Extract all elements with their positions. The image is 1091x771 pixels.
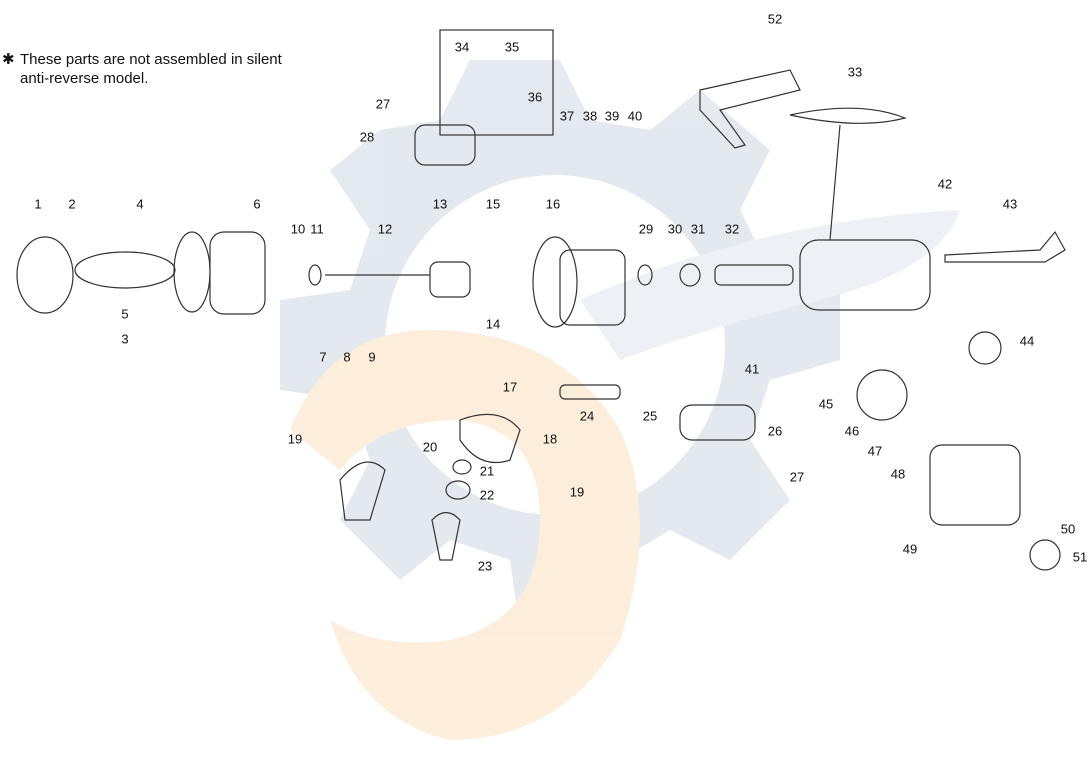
part-number: 49 <box>903 541 917 556</box>
part-number: 51 <box>1073 549 1087 564</box>
diagram-canvas: 1246101112131516537891429303132343536373… <box>0 0 1091 771</box>
part-number: 19 <box>570 484 584 499</box>
part-number: 44 <box>1020 333 1034 348</box>
part-number: 32 <box>725 221 739 236</box>
part-number: 38 <box>583 108 597 123</box>
part <box>309 265 321 285</box>
part-number: 28 <box>360 129 374 144</box>
part-number: 43 <box>1003 196 1017 211</box>
part-number: 21 <box>480 463 494 478</box>
part-number: 45 <box>819 396 833 411</box>
part-number: 26 <box>768 423 782 438</box>
part-number: 1 <box>34 196 41 211</box>
part-number: 30 <box>668 221 682 236</box>
part-number: 3 <box>121 331 128 346</box>
note: ✱ These parts are not assembled in silen… <box>2 50 282 88</box>
part-number: 27 <box>790 469 804 484</box>
part-number: 42 <box>938 176 952 191</box>
part-number: 33 <box>848 64 862 79</box>
part <box>174 232 210 312</box>
part <box>1030 540 1060 570</box>
part-number: 27 <box>376 96 390 111</box>
part-number: 11 <box>310 221 324 236</box>
part-number: 14 <box>486 316 500 331</box>
part-number: 23 <box>478 558 492 573</box>
part-number: 8 <box>343 349 350 364</box>
part-number: 41 <box>745 361 759 376</box>
part-number: 46 <box>845 423 859 438</box>
part-number: 29 <box>639 221 653 236</box>
part-number: 24 <box>580 408 594 423</box>
part-number: 40 <box>628 108 642 123</box>
part <box>75 252 175 288</box>
part-number: 22 <box>480 487 494 502</box>
part-number: 25 <box>643 408 657 423</box>
part-number: 48 <box>891 466 905 481</box>
part-number: 15 <box>486 196 500 211</box>
part-number: 35 <box>505 39 519 54</box>
part-number: 6 <box>253 196 260 211</box>
part-number: 37 <box>560 108 574 123</box>
part-number: 36 <box>528 89 542 104</box>
part-number: 52 <box>768 11 782 26</box>
part-number: 17 <box>503 379 517 394</box>
part <box>17 237 73 313</box>
part-number: 47 <box>868 443 882 458</box>
part-number: 31 <box>691 221 705 236</box>
part-number: 20 <box>423 439 437 454</box>
part <box>857 370 907 420</box>
part-number: 19 <box>288 431 302 446</box>
part <box>930 445 1020 525</box>
part-number: 50 <box>1061 521 1075 536</box>
part-number: 18 <box>543 431 557 446</box>
part-number: 34 <box>455 39 469 54</box>
part-number: 39 <box>605 108 619 123</box>
part-number: 16 <box>546 196 560 211</box>
note-marker: ✱ <box>2 50 15 69</box>
note-line: anti-reverse model. <box>2 69 282 88</box>
part-number: 7 <box>319 349 326 364</box>
part-number: 9 <box>368 349 375 364</box>
part <box>945 232 1065 262</box>
part-number: 10 <box>291 221 305 236</box>
part-number: 4 <box>136 196 143 211</box>
part-number: 12 <box>378 221 392 236</box>
note-line: These parts are not assembled in silent <box>2 50 282 69</box>
part-number: 5 <box>121 306 128 321</box>
part-number: 2 <box>68 196 75 211</box>
part <box>210 232 265 314</box>
part-number: 13 <box>433 196 447 211</box>
parts-diagram: 1246101112131516537891429303132343536373… <box>0 0 1091 771</box>
part <box>969 332 1001 364</box>
